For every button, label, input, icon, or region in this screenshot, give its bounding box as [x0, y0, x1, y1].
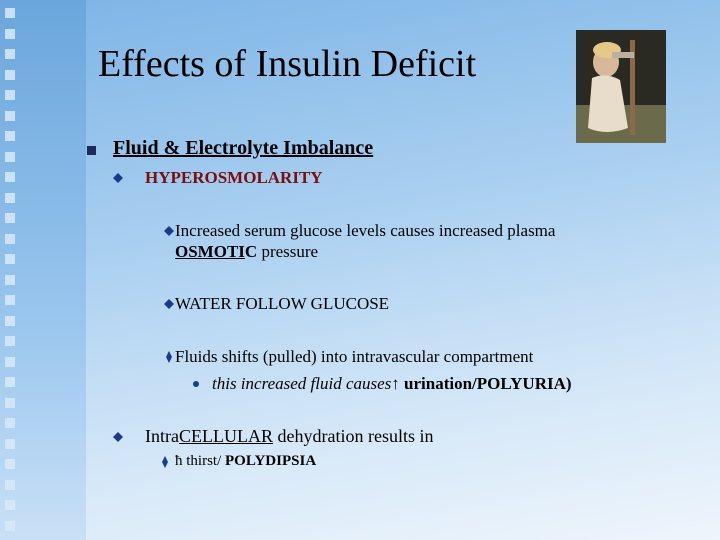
- stripe-square: [5, 151, 15, 162]
- stripe-square: [5, 315, 15, 326]
- bullet: [193, 381, 199, 387]
- text: urination/POLYURIA): [399, 374, 572, 393]
- bullet: [113, 432, 123, 442]
- stripe-square: [5, 233, 15, 244]
- symbol: ↑: [391, 374, 400, 393]
- bullet-text: this increased fluid causes↑ urination/P…: [212, 374, 572, 394]
- stripe-square: [5, 110, 15, 121]
- stripe-square: [5, 520, 15, 531]
- text: CELLULAR: [178, 426, 273, 446]
- stripe-square: [5, 500, 15, 510]
- stripe-square: [5, 213, 15, 223]
- bullet: [162, 456, 168, 468]
- bullet: [164, 299, 174, 309]
- stripe-square: [5, 90, 15, 100]
- text: pressure: [257, 242, 319, 261]
- stripe-square: [5, 377, 15, 387]
- text: thirst/: [182, 453, 226, 469]
- bullet: [166, 351, 172, 363]
- text: this increased fluid causes: [212, 374, 392, 393]
- bullet-text: WATER FOLLOW GLUCOSE: [175, 294, 390, 313]
- bullet: [87, 146, 96, 155]
- text: dehydration results in: [272, 426, 434, 446]
- stripe-square: [5, 131, 15, 141]
- bullet-text: IntraCELLULAR dehydration results in: [145, 426, 433, 447]
- stripe-square: [5, 192, 15, 203]
- stripe-square: [5, 356, 15, 367]
- bullet-text: Fluid & Electrolyte Imbalance: [113, 137, 374, 159]
- stripe-square: [5, 49, 15, 59]
- photo: [576, 30, 666, 143]
- stripe-square: [5, 397, 15, 408]
- title: Effects of Insulin Deficit: [98, 43, 477, 85]
- bullet: [113, 173, 123, 183]
- stripe-square: [5, 418, 15, 428]
- stripe-square: [5, 254, 15, 264]
- stripe-square: [5, 336, 15, 346]
- stripe-square: [5, 69, 15, 80]
- bullet-text: HYPEROSMOLARITY: [145, 168, 323, 187]
- bullet: [164, 226, 174, 236]
- text: POLYDIPSIA: [225, 453, 317, 469]
- stripe-square: [5, 172, 15, 182]
- bullet-text: Increased serum glucose levels causes in…: [175, 221, 556, 240]
- stripe-square: [5, 479, 15, 490]
- bullet-text: Fluids shifts (pulled) into intravascula…: [175, 347, 534, 366]
- stripe-square: [5, 274, 15, 285]
- text: Intra: [145, 426, 179, 446]
- text: OSMOTI: [175, 242, 245, 261]
- text: C: [244, 242, 258, 261]
- bullet-text: OSMOTIC pressure: [175, 242, 318, 262]
- stripe-square: [5, 295, 15, 305]
- stripe-square: [5, 28, 15, 39]
- stripe-square: [5, 8, 15, 18]
- stripe-square: [5, 438, 15, 449]
- symbol: ħ: [175, 453, 183, 469]
- stripe-square: [5, 459, 15, 469]
- bullet-text: ħ thirst/ POLYDIPSIA: [175, 453, 316, 470]
